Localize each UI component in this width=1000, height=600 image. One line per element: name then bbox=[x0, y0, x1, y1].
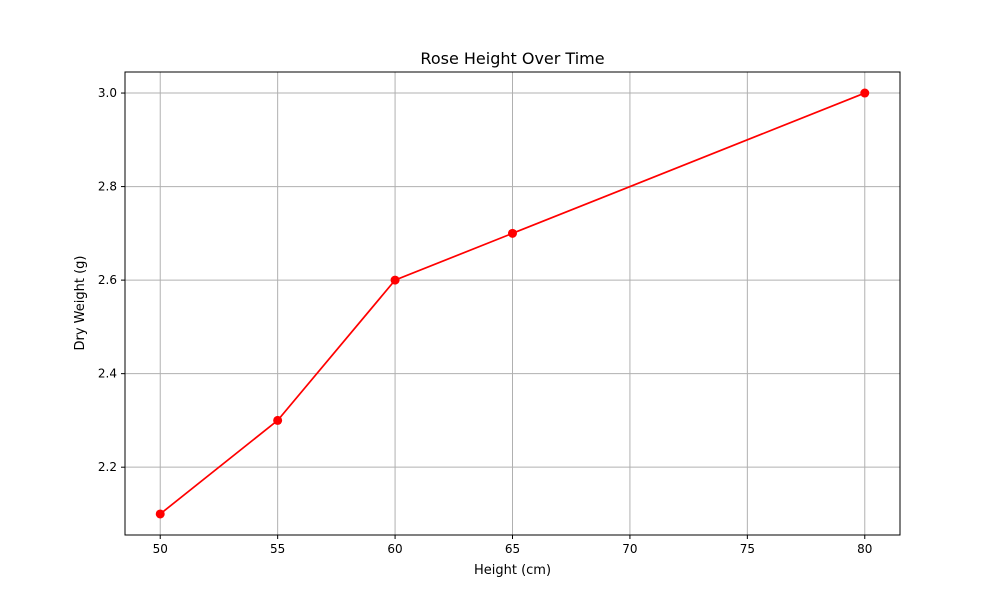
y-tick-label: 2.6 bbox=[98, 273, 117, 287]
y-tick-label: 2.2 bbox=[98, 460, 117, 474]
axis-ticks: 50 55 60 65 70 75 80 2.2 2.4 2.6 2.8 3.0 bbox=[98, 86, 873, 556]
grid-lines bbox=[125, 72, 900, 535]
y-tick-label: 3.0 bbox=[98, 86, 117, 100]
x-tick-label: 50 bbox=[153, 542, 168, 556]
x-tick-label: 55 bbox=[270, 542, 285, 556]
x-tick-label: 60 bbox=[387, 542, 402, 556]
chart-title: Rose Height Over Time bbox=[420, 49, 604, 68]
data-point bbox=[155, 509, 165, 519]
y-axis-label: Dry Weight (g) bbox=[73, 256, 88, 351]
data-point bbox=[273, 415, 283, 425]
x-tick-label: 80 bbox=[857, 542, 872, 556]
data-point bbox=[508, 228, 517, 238]
data-point bbox=[390, 275, 400, 285]
x-tick-label: 65 bbox=[505, 542, 520, 556]
y-tick-label: 2.4 bbox=[98, 367, 117, 381]
x-tick-label: 70 bbox=[622, 542, 637, 556]
y-tick-label: 2.8 bbox=[98, 180, 117, 194]
data-layer bbox=[155, 88, 870, 519]
data-point bbox=[860, 88, 870, 98]
x-tick-label: 75 bbox=[740, 542, 755, 556]
x-axis-label: Height (cm) bbox=[474, 563, 551, 578]
